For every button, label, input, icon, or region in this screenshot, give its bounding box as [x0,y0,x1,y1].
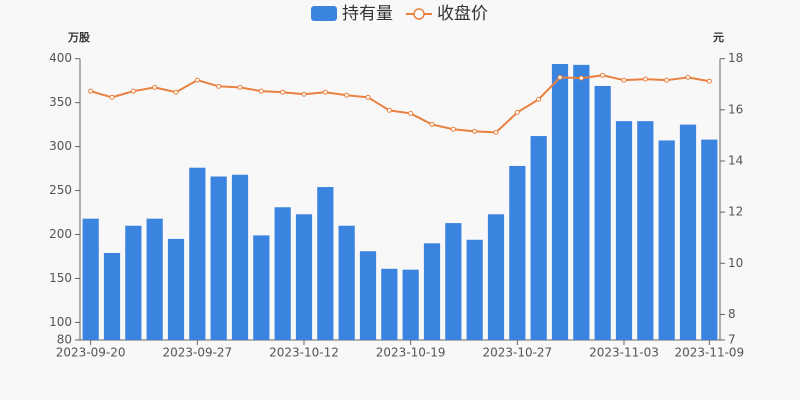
bar [445,223,462,340]
bar [274,207,291,340]
bar [701,139,718,340]
bar [551,63,569,341]
x-tick-label: 2023-09-27 [162,346,232,360]
line-marker [109,94,115,100]
bar [679,124,697,340]
legend-label: 收盘价 [437,4,488,24]
y-tick-label: 150 [49,271,72,285]
x-tick-label: 2023-11-09 [674,346,744,360]
line-marker [642,76,648,82]
bar [637,121,654,340]
y-tick-label: 80 [57,333,72,347]
y-tick-label: 350 [49,95,72,109]
line-marker [600,72,606,78]
legend-bar-swatch [311,6,337,21]
line-marker [130,88,136,94]
bar [530,136,547,340]
bar [146,218,163,340]
y-axis-title: 万股 [67,31,91,44]
bar [615,121,633,340]
x-tick-label: 2023-09-20 [56,346,126,360]
bar [103,252,121,340]
line-marker [472,128,478,134]
y2-tick-label: 8 [728,307,736,321]
bar [295,214,313,340]
line-marker [386,107,392,113]
line-marker [408,110,414,116]
line-marker [216,83,222,89]
line-marker [152,84,158,90]
bar [338,225,355,340]
line-marker [237,84,243,90]
bar [189,167,206,340]
line-marker [194,77,200,83]
line-marker [557,74,563,80]
y2-axis-title: 元 [713,31,724,44]
x-tick-label: 2023-10-27 [482,346,552,360]
line-marker [301,91,307,97]
y2-tick-label: 10 [728,256,743,270]
bar [125,225,142,340]
x-tick-label: 2023-11-03 [589,346,659,360]
line-marker [429,121,435,127]
line-marker [621,77,627,83]
bar [210,176,227,340]
bar [573,64,590,340]
bar [167,238,185,340]
line-marker [450,126,456,132]
line-marker [258,88,264,94]
bar [359,251,377,340]
line-marker [706,78,712,84]
y2-tick-label: 12 [728,205,743,219]
bar [231,174,249,340]
y2-tick-label: 7 [728,333,736,347]
bar [253,235,270,340]
line [90,74,710,134]
bar [594,85,611,341]
x-tick-label: 2023-10-12 [269,346,339,360]
bar [317,187,334,340]
line-marker [88,88,94,94]
y2-tick-label: 18 [728,51,743,65]
bar [423,243,441,340]
y-tick-label: 250 [49,183,72,197]
line-marker [536,96,542,102]
line-marker [493,129,499,135]
line-marker [685,74,691,80]
bar [381,268,398,340]
line-marker [173,89,179,95]
bar [82,218,99,340]
bar [402,269,419,340]
line-marker [344,92,350,98]
line-marker [365,94,371,100]
y-tick-label: 200 [49,227,72,241]
bar [487,214,505,340]
bar [509,165,526,340]
bar [658,140,675,340]
line-marker [322,89,328,95]
line-marker [514,109,520,115]
line-marker [280,89,286,95]
legend-label: 持有量 [342,4,393,24]
y-tick-label: 400 [49,51,72,65]
y2-tick-label: 16 [728,102,743,116]
y-tick-label: 100 [49,315,72,329]
x-tick-label: 2023-10-19 [376,346,446,360]
bar [466,239,483,340]
y2-tick-label: 14 [728,153,743,167]
line-marker [664,77,670,83]
line-marker [578,75,584,81]
legend-line-marker [413,8,425,20]
y-tick-label: 300 [49,139,72,153]
